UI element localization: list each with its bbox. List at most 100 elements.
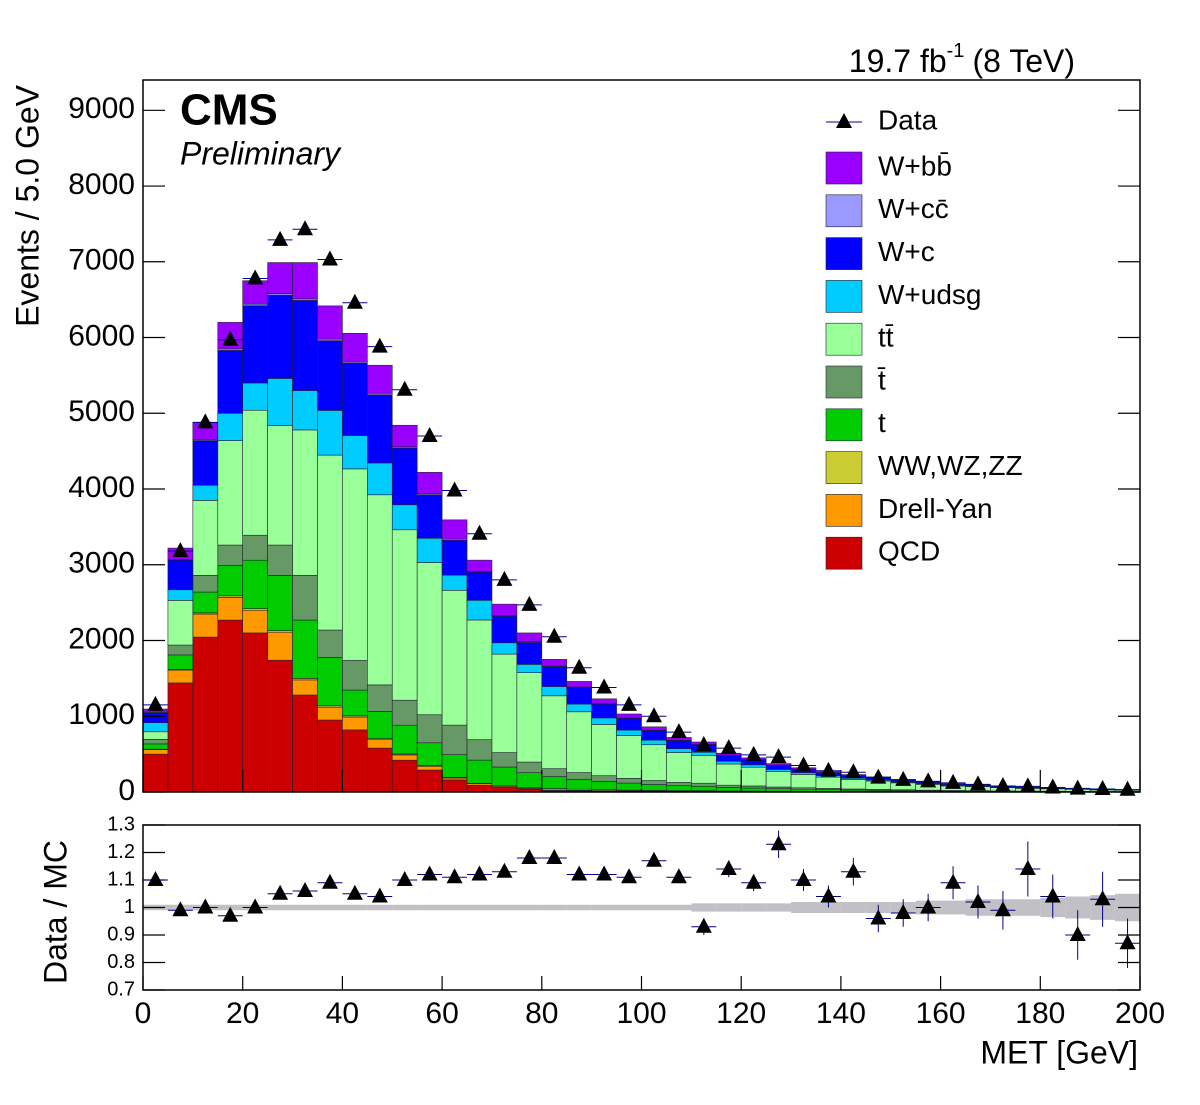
uncertainty-band (666, 905, 691, 911)
stack-segment (218, 441, 243, 546)
stack-segment (218, 350, 243, 413)
data-point (796, 756, 812, 771)
stack-segment (193, 592, 218, 613)
data-point (546, 628, 562, 643)
legend-label: Data (878, 104, 938, 135)
stack-segment (642, 781, 667, 785)
data-point (521, 596, 537, 611)
stack-segment (367, 740, 392, 748)
stack-segment (442, 520, 467, 539)
stack-segment (268, 263, 293, 294)
ratio-point (945, 874, 961, 889)
stack-segment (367, 365, 392, 393)
stack-segment (342, 661, 367, 691)
uncertainty-band (691, 903, 716, 911)
stack-segment (816, 777, 841, 788)
stack-segment (691, 756, 716, 783)
stack-segment (691, 786, 716, 790)
uncertainty-band (592, 905, 617, 911)
y-tick-label: 0 (118, 774, 135, 807)
stack-segment (841, 779, 866, 789)
x-tick-label: 40 (326, 997, 359, 1030)
uncertainty-band (791, 902, 816, 913)
data-point (422, 427, 438, 442)
stack-segment (143, 744, 168, 749)
uncertainty-band (442, 905, 467, 911)
stack-segment (642, 740, 667, 745)
stack-segment (666, 740, 691, 748)
stack-segment (442, 780, 467, 792)
stack-segment (268, 425, 293, 545)
uncertainty-band (766, 903, 791, 911)
stack-segment (317, 455, 342, 630)
data-point (746, 746, 762, 761)
stack-segment (268, 378, 293, 425)
stack-segment (766, 764, 791, 765)
ratio-point (1020, 860, 1036, 875)
stack-segment (193, 485, 218, 500)
stack-segment (243, 383, 268, 410)
y-tick-label: 8000 (68, 168, 135, 201)
x-tick-label: 20 (226, 997, 259, 1030)
uncertainty-band (392, 905, 417, 911)
stack-segment (243, 535, 268, 560)
ratio-point (447, 868, 463, 883)
stack-segment (243, 306, 268, 383)
uncertainty-band (542, 905, 567, 911)
data-point (1045, 778, 1061, 793)
data-point (845, 763, 861, 778)
stack-segment (193, 637, 218, 792)
stack-segment (342, 730, 367, 792)
legend-label: WW,WZ,ZZ (878, 450, 1023, 481)
data-point (471, 525, 487, 540)
stack-segment (193, 575, 218, 592)
stack-segment (492, 654, 517, 752)
y-tick-label: 1000 (68, 698, 135, 731)
data-point (297, 220, 313, 235)
ratio-point (845, 863, 861, 878)
stack-segment (492, 643, 517, 654)
ratio-point (771, 835, 787, 850)
data-point (945, 774, 961, 789)
legend-swatch (826, 238, 862, 270)
ratio-point (422, 866, 438, 881)
uncertainty-band (642, 905, 667, 911)
stack-segment (766, 789, 791, 792)
legend-swatch (826, 537, 862, 569)
x-tick-label: 200 (1115, 997, 1165, 1030)
y-tick-label: 7000 (68, 244, 135, 277)
stack-segment (417, 562, 442, 714)
data-point (721, 739, 737, 754)
ratio-point (1120, 934, 1136, 949)
stack-segment (417, 538, 442, 562)
x-tick-label: 120 (716, 997, 766, 1030)
ratio-point (1070, 926, 1086, 941)
legend-swatch (826, 366, 862, 398)
ratio-point (721, 860, 737, 875)
stack-segment (342, 333, 367, 361)
stack-segment (617, 714, 642, 718)
legend-label: QCD (878, 536, 940, 567)
ratio-point (297, 882, 313, 897)
legend-swatch (826, 280, 862, 312)
stack-segment (168, 655, 193, 669)
stack-segment (442, 575, 467, 590)
stack-segment (716, 764, 741, 785)
stack-segment (218, 566, 243, 596)
data-point (447, 482, 463, 497)
stack-segment (617, 783, 642, 790)
ratio-y-tick-label: 1.2 (107, 841, 135, 863)
stack-segment (268, 575, 293, 630)
ratio-point (347, 885, 363, 900)
ratio-point (147, 871, 163, 886)
y-tick-label: 5000 (68, 395, 135, 428)
stack-segment (442, 725, 467, 755)
data-point (671, 723, 687, 738)
uncertainty-band (941, 901, 966, 915)
stack-segment (542, 659, 567, 666)
stack-segment (467, 740, 492, 760)
stack-segment (342, 469, 367, 661)
stack-segment (716, 788, 741, 791)
stack-segment (642, 727, 667, 730)
